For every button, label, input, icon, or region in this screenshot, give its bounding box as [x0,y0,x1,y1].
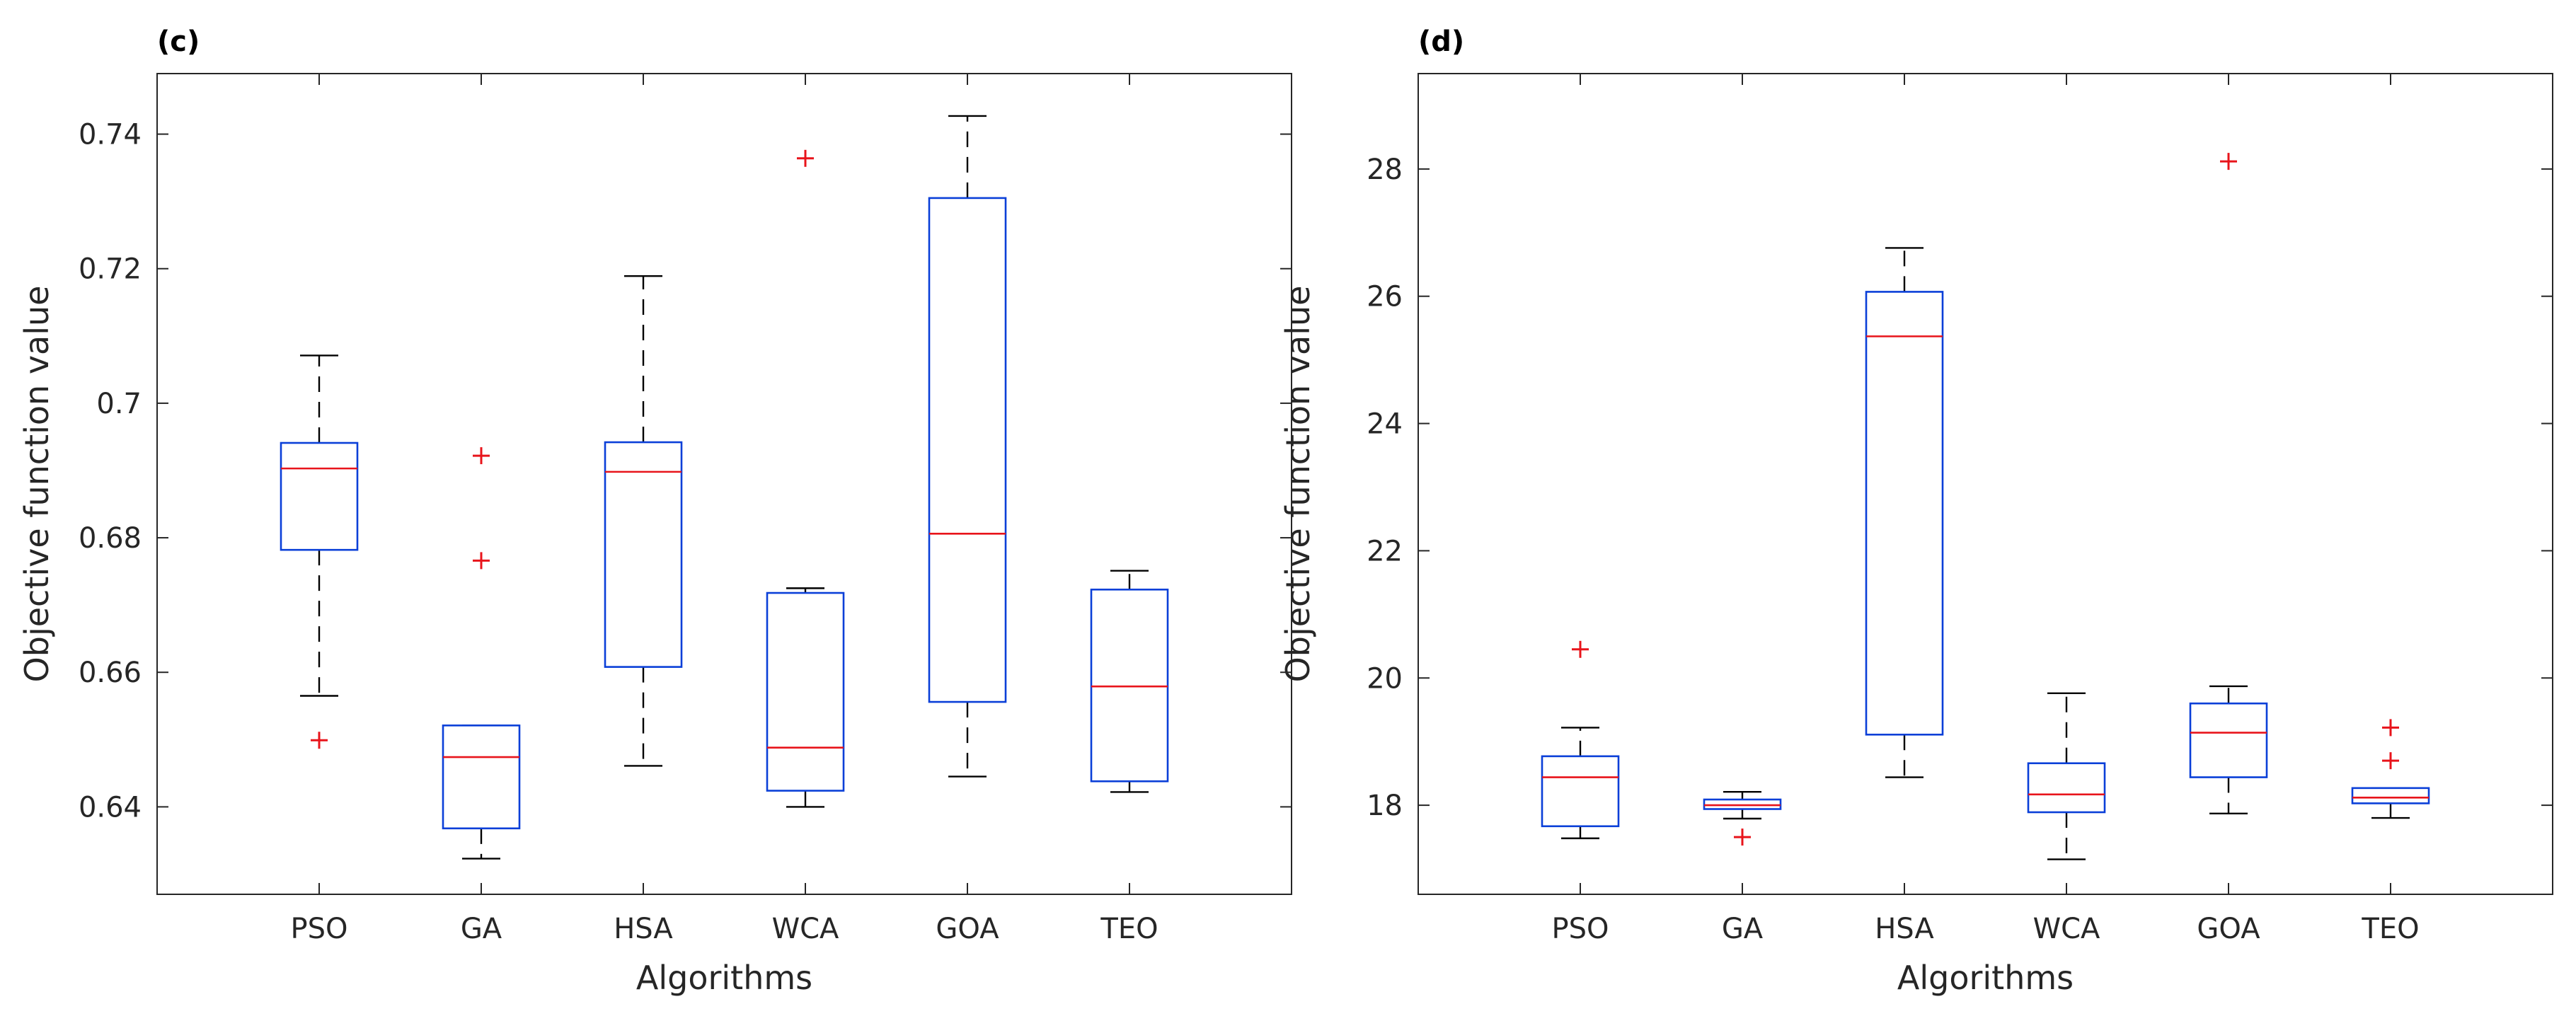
outlier-marker [2382,752,2399,770]
x-tick-label: GOA [936,913,999,945]
y-tick-label: 0.66 [79,657,142,689]
y-tick-label: 26 [1367,281,1403,313]
x-tick-label: WCA [2033,913,2100,945]
outlier-marker [797,149,814,167]
y-tick-label: 18 [1367,790,1403,822]
x-axis-label: Algorithms [1897,959,2074,997]
x-tick-label: HSA [1875,913,1934,945]
iqr-box [442,725,521,830]
y-tick-label: 20 [1367,662,1403,695]
box-pso [280,354,359,749]
iqr-box [604,441,683,668]
panel-c: (c) 0.64 0.66 0.68 0.7 0.72 0.74 PSO GA HSA WCA GOA… [18,25,1292,997]
box-hsa [604,275,683,767]
outlier-marker [311,732,328,749]
box-teo [1090,570,1169,793]
box-wca [2027,692,2106,860]
box-goa [2189,153,2268,814]
x-tick-label: PSO [1552,913,1609,945]
x-tick-label: TEO [2361,913,2419,945]
y-tick-label: 0.74 [79,119,142,151]
panel-d: (d) 18 20 22 24 26 28 PSO GA HSA WCA GOA TEO Algorith… [1279,25,2553,997]
box-teo [2351,719,2430,819]
iqr-box [1090,588,1169,783]
outlier-marker [1734,829,1751,846]
y-tick-label: 0.72 [79,253,142,286]
y-tick-label: 0.7 [96,388,142,420]
plot-area-frame [156,73,1292,895]
outlier-marker [473,447,490,465]
box-ga [1703,791,1782,846]
x-tick-label: GA [461,913,502,945]
y-tick-label: 22 [1367,535,1403,567]
iqr-box [766,591,845,792]
x-tick-label: TEO [1100,913,1158,945]
iqr-box [928,197,1007,703]
outlier-marker [2220,153,2237,171]
panel-label: (d) [1418,25,1464,58]
y-tick-label: 0.68 [79,522,142,555]
iqr-box [1865,291,1944,736]
outlier-marker [473,552,490,570]
box-pso [1541,640,1620,840]
outlier-marker [2382,719,2399,737]
outlier-marker [1572,640,1589,658]
panel-label: (c) [157,25,200,58]
y-tick-label: 28 [1367,154,1403,186]
y-axis-label: Objective function value [1279,286,1317,683]
x-tick-label: PSO [291,913,348,945]
iqr-box [280,441,359,551]
iqr-box [1703,798,1782,810]
x-tick-label: HSA [614,913,673,945]
y-tick-label: 0.64 [79,791,142,824]
iqr-box [2351,787,2430,804]
box-wca [766,149,845,808]
y-axis-label: Objective function value [18,286,56,683]
x-axis-label: Algorithms [636,959,812,997]
x-tick-label: GOA [2197,913,2260,945]
iqr-box [2027,762,2106,814]
box-goa [928,115,1007,778]
iqr-box [1541,755,1620,828]
iqr-box [2189,702,2268,778]
x-tick-label: GA [1722,913,1764,945]
x-tick-label: WCA [772,913,839,945]
box-hsa [1865,247,1944,778]
box-ga [442,447,521,860]
plot-area-frame [1418,73,2553,895]
y-tick-label: 24 [1367,408,1403,441]
